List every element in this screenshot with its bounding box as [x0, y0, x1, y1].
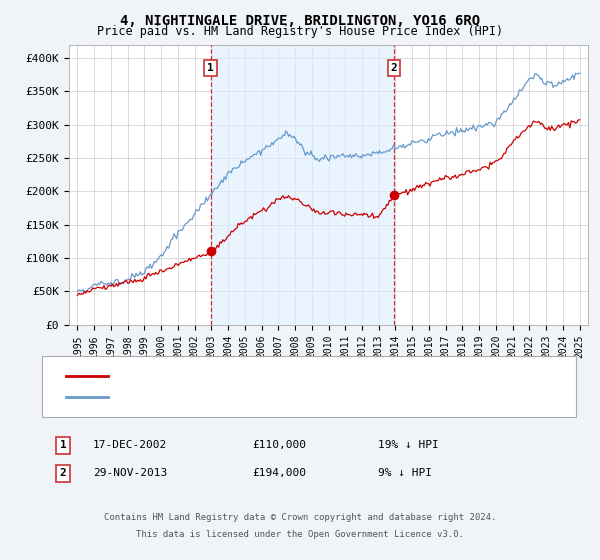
Text: Contains HM Land Registry data © Crown copyright and database right 2024.: Contains HM Land Registry data © Crown c… [104, 514, 496, 522]
Text: 4, NIGHTINGALE DRIVE, BRIDLINGTON, YO16 6RQ: 4, NIGHTINGALE DRIVE, BRIDLINGTON, YO16 … [120, 14, 480, 28]
Text: This data is licensed under the Open Government Licence v3.0.: This data is licensed under the Open Gov… [136, 530, 464, 539]
Text: 2: 2 [59, 468, 67, 478]
Text: 29-NOV-2013: 29-NOV-2013 [93, 468, 167, 478]
Text: £194,000: £194,000 [252, 468, 306, 478]
Text: £110,000: £110,000 [252, 440, 306, 450]
Text: 1: 1 [207, 63, 214, 73]
Text: 1: 1 [59, 440, 67, 450]
Text: Price paid vs. HM Land Registry's House Price Index (HPI): Price paid vs. HM Land Registry's House … [97, 25, 503, 38]
Text: 17-DEC-2002: 17-DEC-2002 [93, 440, 167, 450]
Text: 4, NIGHTINGALE DRIVE, BRIDLINGTON, YO16 6RQ (detached house): 4, NIGHTINGALE DRIVE, BRIDLINGTON, YO16 … [114, 371, 489, 381]
Text: HPI: Average price, detached house, East Riding of Yorkshire: HPI: Average price, detached house, East… [114, 393, 489, 403]
Text: 19% ↓ HPI: 19% ↓ HPI [378, 440, 439, 450]
Text: 9% ↓ HPI: 9% ↓ HPI [378, 468, 432, 478]
Bar [211, 45, 394, 325]
Text: 2: 2 [391, 63, 397, 73]
